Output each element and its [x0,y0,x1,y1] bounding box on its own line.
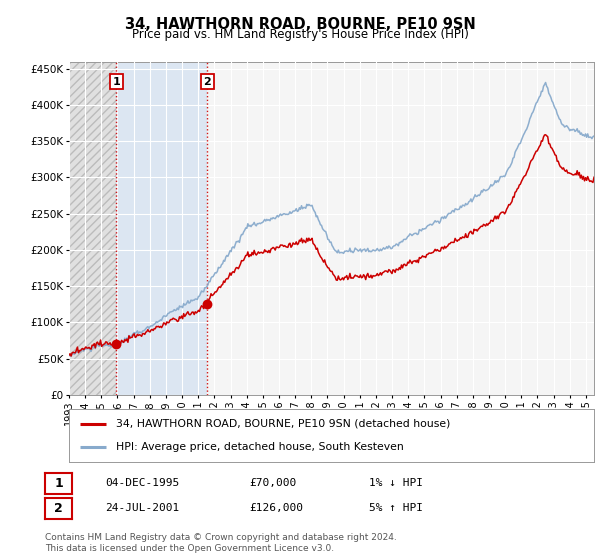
Text: Price paid vs. HM Land Registry's House Price Index (HPI): Price paid vs. HM Land Registry's House … [131,28,469,41]
Text: Contains HM Land Registry data © Crown copyright and database right 2024.
This d: Contains HM Land Registry data © Crown c… [45,533,397,553]
Text: 1: 1 [112,77,120,87]
Text: 1% ↓ HPI: 1% ↓ HPI [369,478,423,488]
Text: 04-DEC-1995: 04-DEC-1995 [105,478,179,488]
Text: 34, HAWTHORN ROAD, BOURNE, PE10 9SN: 34, HAWTHORN ROAD, BOURNE, PE10 9SN [125,17,475,32]
Text: 1: 1 [54,477,63,490]
Point [112,339,121,348]
Text: £70,000: £70,000 [249,478,296,488]
Bar [116,62,207,395]
Text: 34, HAWTHORN ROAD, BOURNE, PE10 9SN (detached house): 34, HAWTHORN ROAD, BOURNE, PE10 9SN (det… [116,419,451,429]
Text: 24-JUL-2001: 24-JUL-2001 [105,503,179,513]
Text: 5% ↑ HPI: 5% ↑ HPI [369,503,423,513]
Text: HPI: Average price, detached house, South Kesteven: HPI: Average price, detached house, Sout… [116,442,404,452]
Point [202,299,212,308]
Text: 2: 2 [54,502,63,515]
Text: £126,000: £126,000 [249,503,303,513]
Text: 2: 2 [203,77,211,87]
Bar [69,62,116,395]
